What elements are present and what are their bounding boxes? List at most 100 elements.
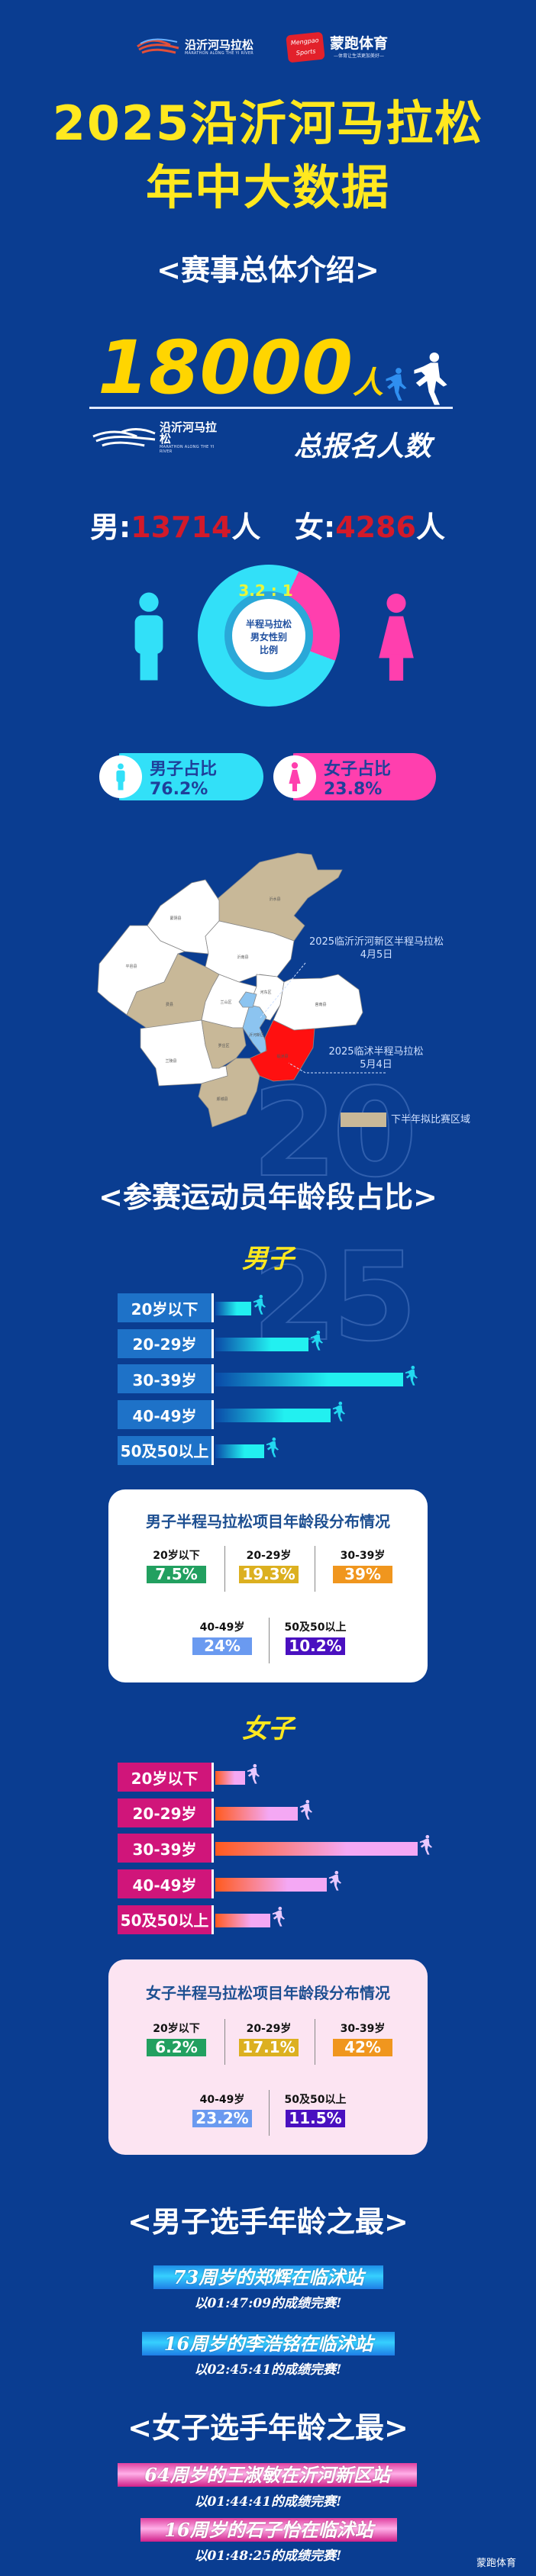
donut-center-line: 比例 bbox=[259, 644, 278, 655]
age-bar bbox=[215, 1337, 308, 1351]
card-age-label: 20岁以下 bbox=[153, 2023, 200, 2035]
female-share-label: 女子占比23.8% bbox=[324, 759, 392, 799]
legend-label: 下半年拟比赛区域 bbox=[391, 1114, 471, 1125]
runner-icon bbox=[332, 1400, 346, 1423]
male-record-youngest-banner: 16周岁的李浩铭在临沭站 bbox=[142, 2332, 395, 2355]
section-heading-male-records: <男子选手年龄之最> bbox=[128, 2205, 408, 2239]
runner-icon bbox=[247, 1763, 260, 1785]
female-record-oldest-result: 以01:44:41的成绩完赛! bbox=[194, 2494, 342, 2510]
donut-center-line: 男女性别 bbox=[250, 631, 287, 642]
male-count: 13714 bbox=[131, 510, 232, 544]
card-age-label: 40-49岁 bbox=[199, 2094, 245, 2106]
logo-yihe-name: 沿沂河马拉松 bbox=[159, 420, 217, 446]
card-divider bbox=[269, 2090, 270, 2136]
logo-yihe-subtitle: MARATHON ALONG THE YI RIVER bbox=[159, 445, 215, 454]
district-label: 罗庄区 bbox=[218, 1043, 229, 1048]
age-bar-row: 40-49岁 bbox=[118, 1869, 438, 1899]
donut-center-label: 半程马拉松 男女性别比例 bbox=[232, 599, 305, 672]
district-label: 蒙阴县 bbox=[170, 916, 181, 921]
legend-swatch bbox=[341, 1113, 386, 1127]
card-age-label: 40-49岁 bbox=[199, 1621, 245, 1634]
card-age-value: 19.3% bbox=[239, 1566, 299, 1583]
age-bar-row: 20-29岁 bbox=[118, 1798, 438, 1827]
age-category-label: 40-49岁 bbox=[118, 1400, 214, 1430]
age-bar-row: 50及50以上 bbox=[118, 1435, 438, 1465]
wave-logo-icon bbox=[137, 38, 179, 54]
district-label: 费县 bbox=[166, 1002, 173, 1007]
district-label: 沂河新区 bbox=[249, 1032, 264, 1038]
female-age-card: 女子半程马拉松项目年龄段分布情况 20岁以下 6.2% 20-29岁 17.1% 30-… bbox=[108, 1959, 428, 2155]
wave-logo-icon bbox=[92, 428, 156, 447]
footer-watermark: 蒙跑体育 bbox=[476, 2558, 517, 2569]
male-label: 男: bbox=[90, 510, 131, 544]
runner-icon bbox=[328, 1869, 342, 1892]
mengpao-name: 蒙跑体育 bbox=[330, 35, 389, 53]
card-age-value: 24% bbox=[192, 1637, 252, 1655]
male-circle-icon bbox=[99, 755, 142, 798]
female-count: 4286 bbox=[335, 510, 416, 544]
card-age-label: 50及50以上 bbox=[284, 2094, 347, 2106]
card-age-value: 10.2% bbox=[286, 1637, 345, 1655]
runner-icon bbox=[266, 1436, 279, 1459]
logo-yihe-name: 沿沂河马拉松 bbox=[185, 37, 254, 52]
female-record-oldest-banner: 64周岁的王淑敏在沂河新区站 bbox=[118, 2463, 417, 2487]
card-age-label: 50及50以上 bbox=[284, 1621, 347, 1634]
total-unit: 人 bbox=[352, 365, 383, 401]
divider-line bbox=[89, 407, 453, 409]
age-bar-row: 40-49岁 bbox=[118, 1400, 438, 1430]
male-count-line: 男:13714人 bbox=[90, 504, 260, 546]
age-bar-row: 20岁以下 bbox=[118, 1293, 438, 1322]
district-yihe-new-area bbox=[242, 1004, 267, 1060]
card-age-label: 20岁以下 bbox=[153, 1550, 200, 1562]
age-bar bbox=[215, 1302, 252, 1315]
card-age-value: 7.5% bbox=[147, 1566, 206, 1583]
card-age-label: 30-39岁 bbox=[340, 2023, 386, 2035]
card-divider bbox=[269, 1618, 270, 1663]
district-label: 兰山区 bbox=[220, 1000, 231, 1005]
male-record-youngest-result: 以02:45:41的成绩完赛! bbox=[194, 2362, 342, 2378]
district-label: 兰陵县 bbox=[165, 1058, 176, 1064]
age-bar bbox=[215, 1913, 271, 1927]
age-bar-row: 20岁以下 bbox=[118, 1763, 438, 1792]
event1-date: 4月5日 bbox=[360, 949, 393, 961]
male-card-title: 男子半程马拉松项目年龄段分布情况 bbox=[146, 1512, 390, 1531]
card-age-value: 6.2% bbox=[147, 2039, 206, 2056]
card-age-value: 11.5% bbox=[286, 2110, 345, 2127]
age-bar-row: 30-39岁 bbox=[118, 1834, 438, 1863]
age-bar bbox=[215, 1444, 265, 1458]
card-age-label: 20-29岁 bbox=[246, 1550, 292, 1562]
event2-leader-line bbox=[288, 1062, 386, 1074]
donut-center-line: 半程马拉松 bbox=[245, 618, 292, 630]
card-age-value: 42% bbox=[333, 2039, 392, 2056]
card-age-label: 30-39岁 bbox=[340, 1550, 386, 1562]
district-label: 河东区 bbox=[260, 990, 271, 995]
age-bar bbox=[215, 1771, 246, 1785]
age-bar bbox=[215, 1842, 418, 1856]
female-count-line: 女:4286人 bbox=[295, 504, 445, 546]
male-record-oldest-banner: 73周岁的郑辉在临沭站 bbox=[153, 2265, 383, 2289]
age-bar bbox=[215, 1373, 403, 1387]
event2-date: 5月4日 bbox=[360, 1059, 392, 1071]
logo-yihe-subtitle: MARATHON ALONG THE YI RIVER bbox=[185, 50, 254, 56]
section-heading-overview: <赛事总体介绍> bbox=[157, 253, 379, 287]
female-card-title: 女子半程马拉松项目年龄段分布情况 bbox=[146, 1984, 390, 2002]
age-category-label: 20-29岁 bbox=[118, 1798, 214, 1827]
total-label: 总报名人数 bbox=[294, 431, 432, 462]
runner-icon bbox=[405, 1364, 418, 1387]
event1-leader-line bbox=[259, 962, 306, 1019]
age-bar bbox=[215, 1409, 331, 1423]
male-share-label: 男子占比76.2% bbox=[150, 759, 218, 799]
card-divider bbox=[224, 2019, 225, 2065]
district-label: 临沭县 bbox=[276, 1054, 288, 1059]
total-number: 18000 bbox=[98, 325, 353, 411]
district-label: 沂水县 bbox=[269, 897, 280, 902]
page-title-line1: 2025沿沂河马拉松 bbox=[52, 95, 484, 151]
male-section-title: 男子 bbox=[242, 1244, 294, 1274]
card-age-value: 39% bbox=[333, 1566, 392, 1583]
card-age-value: 23.2% bbox=[192, 2110, 252, 2127]
year-watermark-20: 20 bbox=[251, 1061, 418, 1204]
female-share-pill: 女子占比23.8% bbox=[273, 753, 436, 800]
age-bar-row: 20-29岁 bbox=[118, 1328, 438, 1358]
event2-name: 2025临沭半程马拉松 bbox=[328, 1046, 424, 1058]
